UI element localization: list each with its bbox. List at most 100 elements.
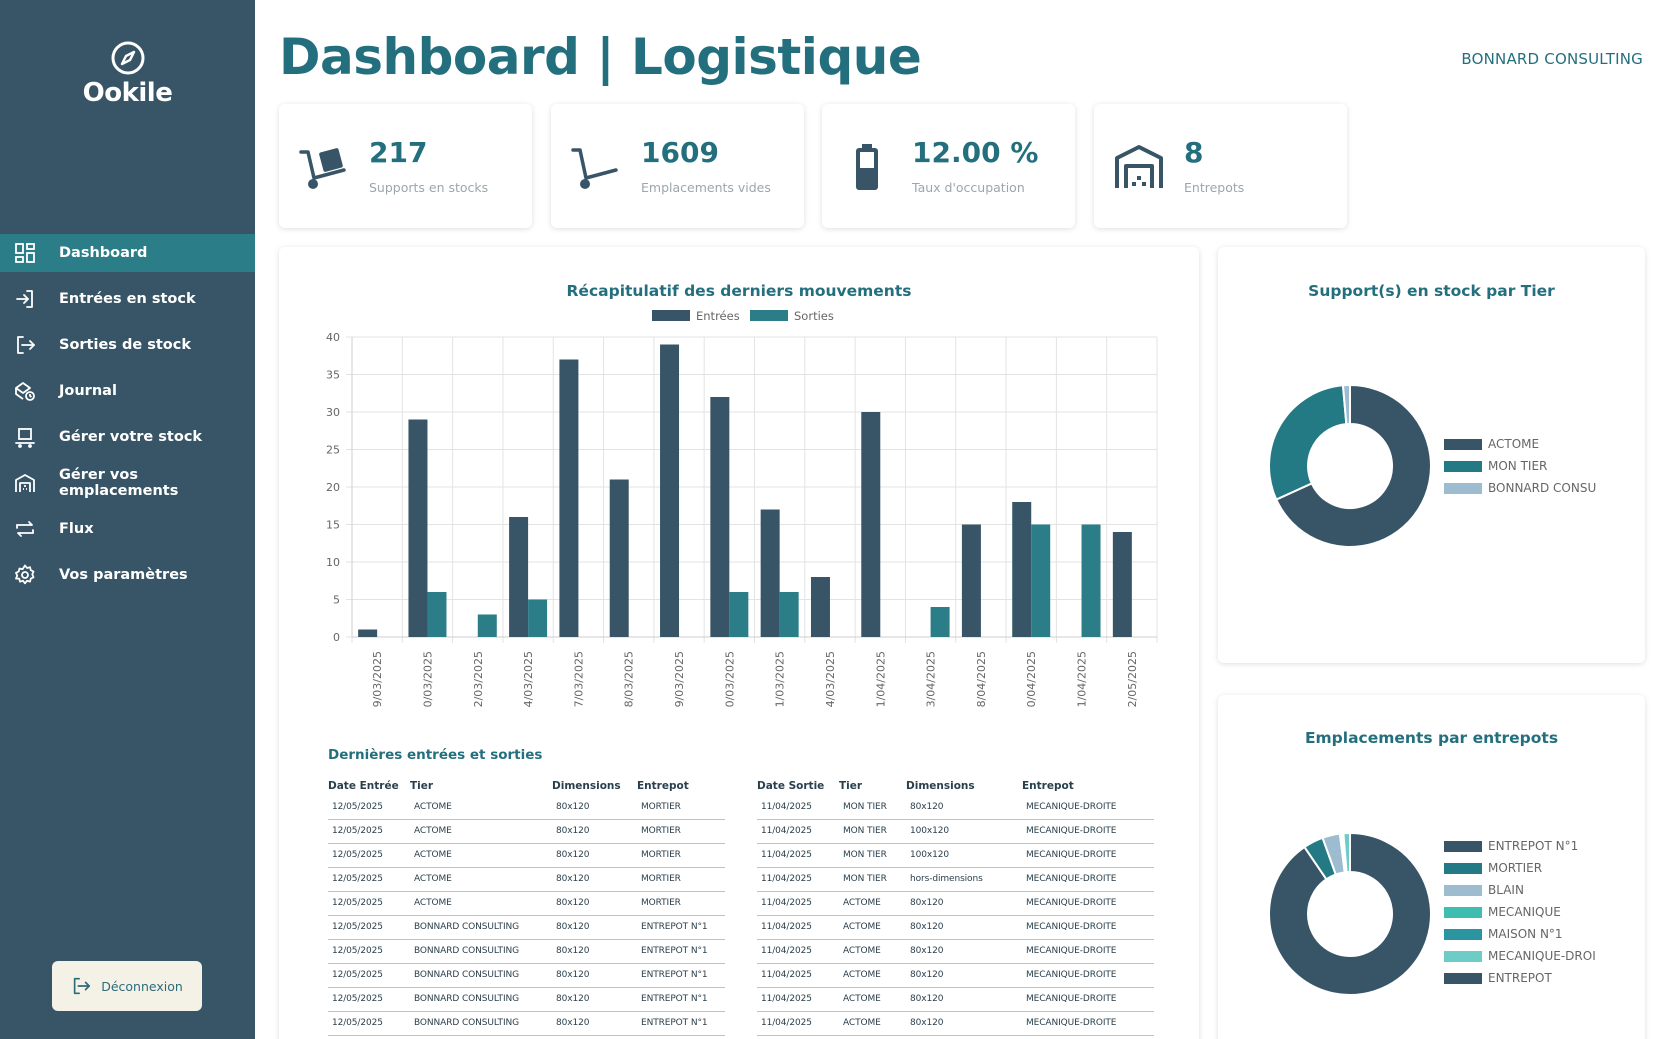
donut-slice[interactable] [1268,831,1432,996]
legend-item[interactable]: MORTIER [1444,861,1542,875]
table-cell: 80x120 [906,915,1022,940]
kpi-value: 217 [369,136,428,169]
legend-item[interactable]: MON TIER [1444,459,1547,473]
x-tick-label: 24/03/2025 [824,651,837,707]
table-row: 12/05/2025 BONNARD CONSULTING 80x120 ENTREP… [328,987,725,1012]
nav-label: Dashboard [59,245,148,261]
table-cell: ACTOME [410,891,552,916]
column-header: Entrepot [1022,780,1074,792]
legend-item[interactable]: MECANIQUE [1444,905,1561,919]
table-row: 11/04/2025 ACTOME 80x120 MECANIQUE-DROITE [757,891,1154,916]
column-header: Dimensions [906,780,975,792]
table-cell: MECANIQUE-DROITE [1022,891,1154,916]
nav-item-journal[interactable]: Journal [0,372,255,410]
nav-label: Gérer vos emplacements [59,467,179,499]
table-cell: ENTREPOT N°1 [637,939,725,964]
legend-item[interactable]: ACTOME [1444,437,1539,451]
table-cell: ENTREPOT N°1 [637,915,725,940]
company-name[interactable]: BONNARD CONSULTING [1461,50,1643,68]
legend-swatch [750,310,788,321]
legend-label: ENTREPOT N°1 [1488,839,1579,853]
login-arrow-icon [16,290,33,308]
table-cell: 100x120 [906,819,1022,844]
table-cell: 11/04/2025 [757,1011,839,1036]
bar-entrees [961,524,981,637]
table-cell: MORTIER [637,867,725,892]
table-cell: 80x120 [906,987,1022,1012]
table-cell: ACTOME [839,987,906,1012]
table-cell: 11/04/2025 [757,795,839,820]
bar-entrees [408,419,428,637]
exits-table: Date Sortie Tier Dimensions Entrepot 11/… [757,777,1154,1036]
table-cell: 12/05/2025 [328,915,410,940]
kpi-label: Entrepots [1184,180,1245,195]
donut-slice[interactable] [1342,831,1351,874]
legend-item[interactable]: ENTREPOT N°1 [1444,839,1578,853]
table-cell: ACTOME [839,915,906,940]
table-cell: MECANIQUE-DROITE [1022,795,1154,820]
nav-item-flux[interactable]: Flux [0,510,255,548]
x-tick-label: 17/03/2025 [572,651,585,707]
table-cell: MORTIER [637,843,725,868]
nav-item-dashboard[interactable]: Dashboard [0,234,255,272]
donut-slice[interactable] [1341,383,1351,426]
kpi-card-entrepots: 8 Entrepots [1094,104,1347,228]
dashboard-grid-icon [15,243,35,263]
hand-truck-box-icon [299,148,346,189]
table-cell: ACTOME [410,867,552,892]
flux-arrows-icon [16,521,34,537]
table-row: 12/05/2025 BONNARD CONSULTING 80x120 ENTREP… [328,939,725,964]
legend-item[interactable]: ENTREPOT [1444,971,1552,985]
table-cell: 100x120 [906,843,1022,868]
nav-label: Journal [59,383,117,399]
y-tick-label: 15 [326,519,340,532]
legend-item[interactable]: MAISON N°1 [1444,927,1563,941]
nav-item-sorties[interactable]: Sorties de stock [0,326,255,364]
bar-sorties [1081,524,1101,637]
app-logo[interactable]: Ookile [0,40,255,108]
table-cell: ACTOME [410,819,552,844]
nav-item-gerer-stock[interactable]: Gérer votre stock [0,418,255,456]
nav-label: Sorties de stock [59,337,191,353]
donut-slice[interactable] [1268,384,1348,501]
table-cell: MORTIER [637,891,725,916]
table-row: 12/05/2025 ACTOME 80x120 MORTIER [328,891,725,916]
donut-slice[interactable] [1274,383,1432,548]
y-tick-label: 0 [333,631,340,644]
logout-button[interactable]: Déconnexion [52,961,202,1011]
table-cell: 80x120 [552,891,637,916]
kpi-value: 1609 [641,136,719,169]
empty-hand-truck-icon [571,148,618,189]
legend-swatch [1444,840,1482,852]
table-cell: ACTOME [410,843,552,868]
kpi-card-emplacements: 1609 Emplacements vides [551,104,804,228]
sidebar: Ookile Dashboard Entrées en stock Sortie… [0,0,255,1039]
warehouse-donut-chart [1268,831,1432,996]
table-cell: 12/05/2025 [328,867,410,892]
x-tick-label: 10/03/2025 [421,651,434,707]
nav-item-parametres[interactable]: Vos paramètres [0,556,255,594]
legend-item[interactable]: BONNARD CONSU [1444,481,1596,495]
table-cell: 80x120 [906,1011,1022,1036]
table-cell: 11/04/2025 [757,891,839,916]
stock-cart-icon [15,428,35,448]
bar-entrees [760,509,780,637]
entries-table: Date Entrée Tier Dimensions Entrepot 12/… [328,777,725,1036]
table-row: 12/05/2025 ACTOME 80x120 MORTIER [328,867,725,892]
table-row: 11/04/2025 ACTOME 80x120 MECANIQUE-DROITE [757,987,1154,1012]
bar-entrees [660,344,680,637]
nav-item-entrees[interactable]: Entrées en stock [0,280,255,318]
legend-item[interactable]: MECANIQUE-DROI [1444,949,1596,963]
legend-label: MECANIQUE-DROI [1488,949,1596,963]
tier-donut-chart [1268,383,1432,548]
table-cell: MON TIER [839,843,906,868]
logo-text: Ookile [82,78,173,108]
logout-arrow-icon [17,336,35,354]
nav-item-gerer-emplacements[interactable]: Gérer vos emplacements [0,464,255,502]
table-cell: ENTREPOT N°1 [637,1011,725,1036]
bar-entrees [1012,502,1032,637]
column-header: Tier [410,780,434,792]
legend-item[interactable]: BLAIN [1444,883,1524,897]
legend-label: MAISON N°1 [1488,927,1563,941]
x-tick-label: 01/04/2025 [874,651,887,707]
